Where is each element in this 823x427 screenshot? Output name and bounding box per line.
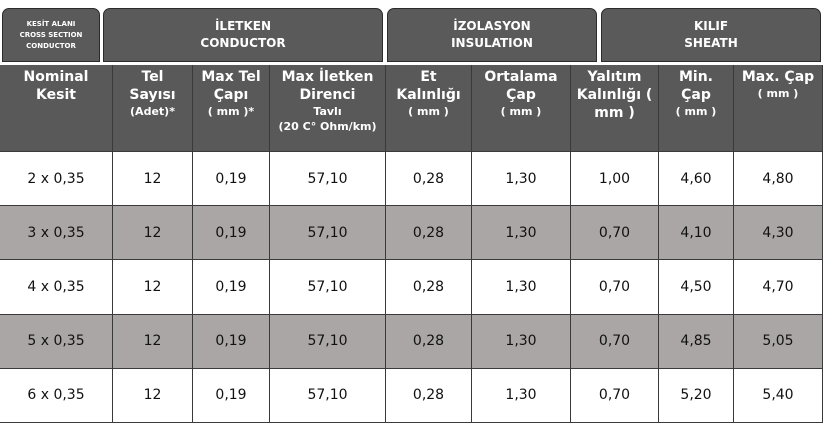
column-header-unit: Tavlı — [313, 105, 342, 118]
table-cell: 4,80 — [734, 152, 823, 207]
table-cell: 0,19 — [193, 152, 270, 207]
group-header-line: İZOLASYON — [453, 19, 531, 33]
table-cell: 1,30 — [472, 152, 571, 207]
group-header-line: CROSS SECTION — [19, 30, 83, 39]
group-header: İZOLASYON INSULATION — [387, 8, 597, 62]
column-header-text: Nominal — [23, 69, 89, 85]
table-cell: 2 x 0,35 — [0, 152, 113, 207]
table-cell: 57,10 — [270, 314, 386, 369]
column-header-unit: ( mm )* — [207, 105, 255, 118]
table-cell: 1,30 — [472, 368, 571, 423]
table-cell: 1,30 — [472, 260, 571, 315]
group-header-line: CONDUCTOR — [26, 41, 76, 50]
table-cell: 1,30 — [472, 314, 571, 369]
column-header-unit: (20 C° Ohm/km) — [278, 120, 377, 133]
group-header-line: CONDUCTOR — [200, 36, 286, 50]
column-header: Min. Çap ( mm ) — [659, 65, 734, 152]
column-header: Ortalama Çap ( mm ) — [472, 65, 571, 152]
table-cell: 6 x 0,35 — [0, 368, 113, 423]
group-header-line: INSULATION — [451, 36, 533, 50]
group-header-line: İLETKEN — [214, 19, 272, 33]
column-header-text: Çapı — [213, 87, 249, 103]
table-cell: 12 — [113, 152, 193, 207]
table-cell: 57,10 — [270, 260, 386, 315]
column-header-text: Direnci — [299, 87, 356, 103]
column-header-text: Kalınlığı ( — [576, 87, 653, 103]
column-header-text: Min. — [678, 69, 713, 85]
column-header-text: Çap — [681, 87, 711, 103]
table-cell: 3 x 0,35 — [0, 206, 113, 261]
group-header-line: SHEATH — [684, 36, 738, 50]
table-cell: 12 — [113, 368, 193, 423]
column-header: Max İletken Direnci Tavlı (20 C° Ohm/km) — [270, 65, 386, 152]
table-cell: 12 — [113, 260, 193, 315]
table-cell: 0,28 — [386, 206, 472, 261]
table-cell: 0,28 — [386, 314, 472, 369]
column-header-text: Max İletken — [281, 69, 374, 85]
table-cell: 4,70 — [734, 260, 823, 315]
table-cell: 4 x 0,35 — [0, 260, 113, 315]
column-header-unit: ( mm ) — [500, 105, 542, 118]
table-cell: 4,50 — [659, 260, 734, 315]
column-header: Yalıtım Kalınlığı ( mm ) — [571, 65, 659, 152]
table-cell: 0,19 — [193, 260, 270, 315]
group-header-line: KESİT ALANI — [26, 19, 76, 28]
column-header-text: Tel — [141, 69, 164, 85]
column-header-text: Sayısı — [129, 87, 176, 103]
table-cell: 12 — [113, 314, 193, 369]
table-cell: 5,40 — [734, 368, 823, 423]
table-cell: 5,20 — [659, 368, 734, 423]
table-cell: 0,70 — [571, 206, 659, 261]
table-cell: 57,10 — [270, 206, 386, 261]
table-cell: 0,70 — [571, 368, 659, 423]
group-header: KILIF SHEATH — [601, 8, 821, 62]
column-header: Nominal Kesit — [0, 65, 113, 152]
table-cell: 5,05 — [734, 314, 823, 369]
table-cell: 0,28 — [386, 368, 472, 423]
group-header: İLETKEN CONDUCTOR — [103, 8, 383, 62]
table-cell: 4,30 — [734, 206, 823, 261]
column-header: Et Kalınlığı ( mm ) — [386, 65, 472, 152]
column-header: Tel Sayısı (Adet)* — [113, 65, 193, 152]
group-header-line: KILIF — [693, 19, 729, 33]
table-cell: 0,28 — [386, 260, 472, 315]
table-cell: 12 — [113, 206, 193, 261]
table-cell: 0,70 — [571, 260, 659, 315]
table-cell: 4,85 — [659, 314, 734, 369]
table-cell: 0,19 — [193, 206, 270, 261]
column-header-text: Kalınlığı — [396, 87, 461, 103]
table-cell: 0,19 — [193, 314, 270, 369]
table-cell: 5 x 0,35 — [0, 314, 113, 369]
column-header: Max Tel Çapı ( mm )* — [193, 65, 270, 152]
column-header-unit: ( mm ) — [675, 105, 717, 118]
column-header-text: Et — [420, 69, 437, 85]
column-header-text: mm ) — [594, 105, 635, 121]
table-cell: 4,10 — [659, 206, 734, 261]
column-header: Max. Çap ( mm ) — [734, 65, 823, 152]
table-cell: 0,70 — [571, 314, 659, 369]
column-header-text: Yalıtım — [587, 69, 642, 85]
column-header-text: Ortalama — [484, 69, 558, 85]
column-header-text: Çap — [506, 87, 536, 103]
table-cell: 1,00 — [571, 152, 659, 207]
table-cell: 0,19 — [193, 368, 270, 423]
column-header-unit: (Adet)* — [130, 105, 175, 118]
table-cell: 57,10 — [270, 368, 386, 423]
column-header-unit: ( mm ) — [408, 105, 449, 118]
table-cell: 0,28 — [386, 152, 472, 207]
table-cell: 4,60 — [659, 152, 734, 207]
column-header-text: Max. Çap — [741, 69, 815, 85]
column-header-unit: ( mm ) — [757, 87, 799, 100]
column-header-text: Kesit — [36, 87, 76, 103]
group-header: KESİT ALANI CROSS SECTION CONDUCTOR — [2, 8, 100, 62]
table-cell: 1,30 — [472, 206, 571, 261]
column-header-text: Max Tel — [201, 69, 261, 85]
table-cell: 57,10 — [270, 152, 386, 207]
